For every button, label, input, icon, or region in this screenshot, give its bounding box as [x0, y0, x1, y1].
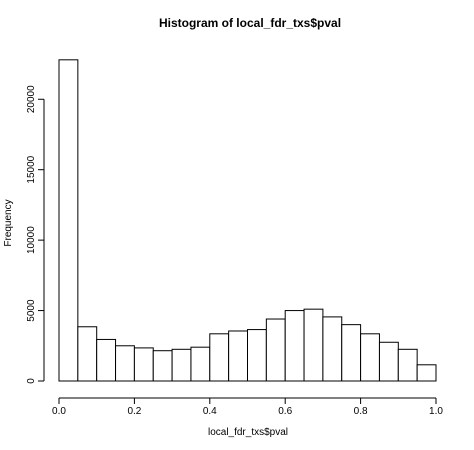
histogram-bar [115, 345, 135, 382]
histogram-bar [303, 308, 324, 382]
histogram-bar [378, 341, 399, 382]
histogram-bar [397, 348, 418, 382]
histogram-bar [265, 318, 286, 382]
y-axis: 0 5000 10000 15000 20000 [26, 85, 45, 384]
histogram-bar [190, 346, 211, 382]
x-axis: 0.0 0.2 0.4 0.6 0.8 1.0 [52, 397, 443, 417]
histogram-bar [133, 347, 154, 382]
histogram-bar [360, 333, 380, 382]
x-axis-label: local_fdr_txs$pval [208, 427, 288, 438]
x-tick-label: 0.2 [127, 406, 141, 417]
y-tick-label: 10000 [26, 226, 37, 254]
chart-title: Histogram of local_fdr_txs$pval [159, 16, 341, 30]
histogram-bar [58, 59, 79, 382]
bars-group [58, 59, 437, 382]
x-tick-label: 1.0 [429, 406, 443, 417]
x-tick-label: 0.6 [278, 406, 292, 417]
histogram-bar [322, 316, 343, 382]
histogram-bar [152, 350, 173, 382]
histogram-bar [341, 324, 362, 382]
y-tick-label: 0 [26, 378, 37, 384]
x-tick-label: 0.4 [203, 406, 217, 417]
histogram-bar [171, 348, 192, 382]
x-tick-label: 0.0 [52, 406, 66, 417]
histogram-bar [416, 364, 437, 382]
histogram-bar [96, 338, 117, 382]
histogram-bar [209, 333, 230, 382]
x-tick-label: 0.8 [354, 406, 368, 417]
histogram-bar [228, 330, 248, 382]
histogram-bar [284, 310, 305, 382]
y-axis-label: Frequency [3, 199, 14, 246]
histogram-bar [247, 329, 267, 382]
histogram-bar [77, 326, 98, 382]
y-tick-label: 20000 [26, 85, 37, 113]
y-tick-label: 5000 [26, 299, 37, 322]
y-tick-label: 15000 [26, 155, 37, 183]
